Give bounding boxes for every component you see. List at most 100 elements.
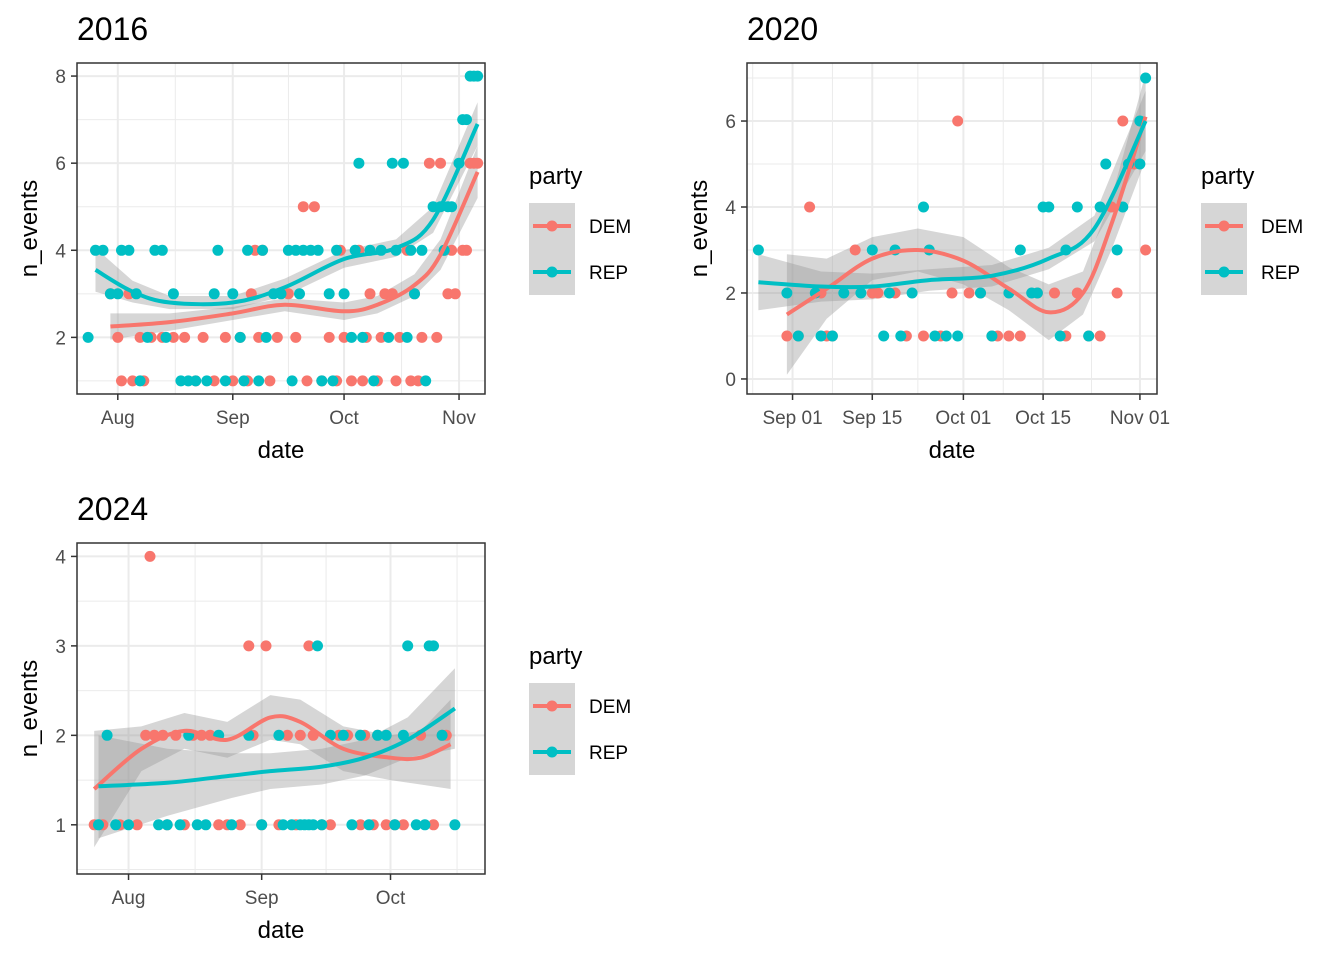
data-point-REP [428, 640, 439, 652]
legend-key-point [546, 700, 558, 712]
data-point-DEM [428, 819, 439, 831]
data-point-REP [355, 729, 366, 741]
data-point-REP [260, 331, 272, 343]
data-point-REP [346, 819, 358, 831]
data-point-REP [975, 287, 986, 299]
legend-label-DEM: DEM [589, 697, 631, 718]
data-point-DEM [264, 375, 276, 387]
x-tick-label: Sep 15 [842, 408, 902, 429]
data-point-REP [219, 375, 231, 387]
data-point-REP [826, 330, 838, 342]
data-point-REP [338, 288, 350, 300]
data-point-REP [93, 819, 104, 831]
data-point-REP [242, 244, 254, 256]
legend-key-REP [1201, 249, 1247, 295]
data-point-DEM [260, 640, 272, 652]
data-point-REP [253, 375, 265, 387]
smooth-line-DEM [110, 171, 480, 329]
x-tick-label: Nov [442, 408, 476, 429]
smooth-line-DEM [785, 116, 1148, 317]
data-point-REP [200, 819, 212, 831]
data-point-REP [815, 330, 827, 342]
data-point-REP [918, 201, 929, 213]
legend-key-DEM [1201, 203, 1247, 249]
legend-key-point [1218, 266, 1230, 278]
data-point-DEM [112, 331, 124, 343]
data-point-REP [940, 330, 952, 342]
data-point-DEM [324, 819, 336, 831]
x-axis-title: date [258, 437, 305, 464]
legend-key-DEM [529, 683, 575, 729]
legend-label-DEM: DEM [1261, 217, 1303, 238]
panel-border [76, 542, 486, 875]
data-layer [88, 550, 461, 848]
y-tick-label: 1 [55, 816, 66, 837]
data-point-DEM [918, 330, 929, 342]
panel-title: 2020 [747, 11, 818, 47]
panel-2016: 2016 2 4 6 8 Aug Sep Oct Nov date n_events party DEM… [16, 11, 631, 464]
data-point-REP [383, 331, 395, 343]
data-point-DEM [197, 331, 209, 343]
data-point-REP [883, 287, 895, 299]
data-point-REP [878, 330, 890, 342]
y-tick-label: 4 [55, 241, 66, 262]
data-point-REP [449, 819, 461, 831]
x-tick-label: Oct 01 [935, 408, 991, 429]
legend-title: party [1201, 163, 1254, 190]
data-point-REP [781, 287, 793, 299]
panel-border [76, 62, 486, 395]
data-point-DEM [435, 157, 446, 169]
data-point-DEM [461, 244, 472, 256]
data-point-REP [866, 244, 878, 256]
smooth-line-REP [758, 120, 1148, 290]
data-point-REP [212, 244, 224, 256]
data-point-REP [256, 819, 268, 831]
data-point-REP [405, 244, 417, 256]
data-point-REP [110, 819, 122, 831]
data-point-REP [368, 375, 380, 387]
y-tick-label: 2 [55, 328, 66, 349]
data-point-REP [327, 375, 339, 387]
legend-key-REP [529, 249, 575, 295]
data-point-REP [349, 244, 361, 256]
data-point-REP [952, 330, 964, 342]
data-point-REP [227, 288, 239, 300]
data-layer [82, 70, 484, 387]
data-point-DEM [131, 819, 143, 831]
legend-title: party [529, 643, 582, 670]
data-point-REP [337, 729, 349, 741]
data-point-DEM [431, 331, 443, 343]
data-point-REP [156, 244, 168, 256]
data-point-REP [1054, 330, 1066, 342]
data-point-DEM [323, 331, 335, 343]
data-point-REP [1031, 287, 1043, 299]
data-point-DEM [804, 201, 816, 213]
data-point-REP [420, 375, 432, 387]
data-point-REP [226, 819, 238, 831]
y-tick-label: 6 [55, 154, 66, 175]
data-point-REP [208, 288, 220, 300]
panel-2024: 2024 1 2 3 4 Aug Sep Oct date n_events party DEM REP [16, 491, 631, 944]
data-point-DEM [290, 331, 302, 343]
data-point-REP [307, 819, 319, 831]
data-point-REP [402, 640, 414, 652]
data-point-REP [134, 375, 146, 387]
data-point-REP [191, 819, 203, 831]
data-point-DEM [234, 819, 246, 831]
data-layer [752, 72, 1152, 375]
data-point-DEM [472, 157, 484, 169]
data-point-REP [277, 819, 289, 831]
smooth-line-REP [98, 706, 457, 789]
data-point-REP [363, 819, 375, 831]
x-tick-label: Sep [245, 888, 279, 909]
data-point-DEM [303, 640, 315, 652]
x-tick-label: Sep 01 [762, 408, 822, 429]
data-point-DEM [1117, 115, 1129, 127]
data-point-DEM [116, 375, 127, 387]
data-point-REP [161, 819, 173, 831]
data-point-DEM [297, 201, 309, 213]
y-axis-title: n_events [686, 180, 713, 277]
y-tick-label: 4 [725, 198, 736, 219]
y-tick-label: 8 [55, 67, 66, 88]
